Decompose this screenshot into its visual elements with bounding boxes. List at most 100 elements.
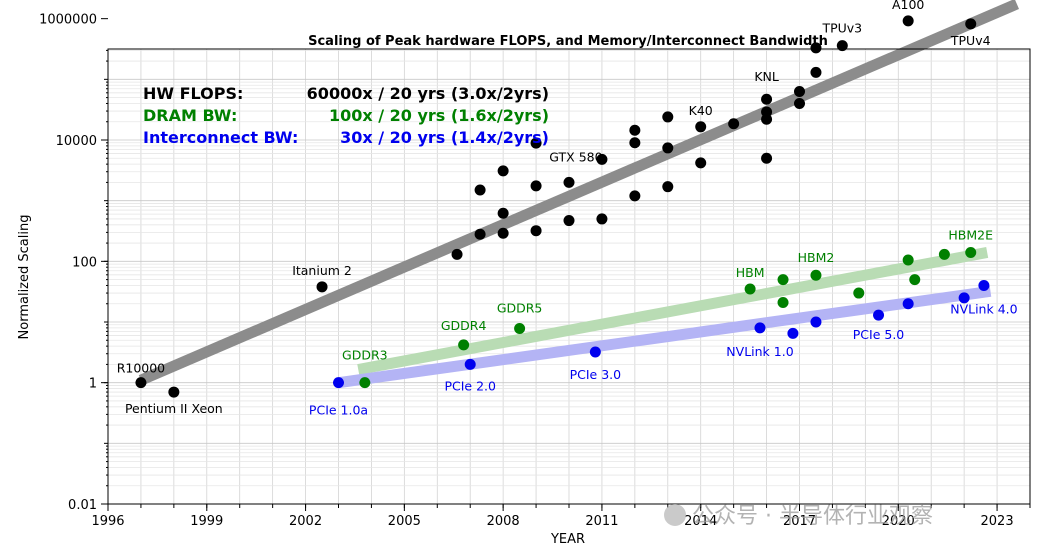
interconnect-trend-line (337, 285, 992, 389)
point-label: R10000 (117, 361, 165, 376)
point-label: Itanium 2 (292, 263, 352, 278)
x-tick-label: 2020 (882, 514, 915, 529)
x-tick-label: 2023 (981, 514, 1014, 529)
dram-point (810, 269, 822, 281)
y-tick-label: 1 (89, 377, 97, 392)
flops-point (965, 18, 977, 30)
dram-point (938, 248, 950, 260)
point-label: PCIe 5.0 (853, 327, 905, 342)
flops-point (168, 386, 180, 398)
flops-point (695, 157, 707, 169)
x-tick-label: 2005 (388, 514, 421, 529)
flops-point (662, 181, 674, 193)
flops-point (629, 190, 641, 202)
flops-point (135, 377, 147, 389)
x-tick-label: 1999 (190, 514, 223, 529)
x-tick-label: 2008 (487, 514, 520, 529)
x-tick-label: 1996 (91, 514, 124, 529)
dram-point (359, 377, 371, 389)
point-label: PCIe 1.0a (309, 403, 368, 418)
dram-point (853, 287, 865, 299)
dram-point (909, 274, 921, 286)
interconnect-point (589, 346, 601, 358)
interconnect-point (958, 292, 970, 304)
flops-point (596, 213, 608, 225)
flops-point (761, 152, 773, 164)
flops-point (563, 215, 575, 227)
flops-point (902, 15, 914, 27)
flops-point (629, 137, 641, 149)
point-label: HBM2 (798, 250, 835, 265)
flops-point (662, 142, 674, 154)
flops-point (530, 137, 542, 149)
flops-point (563, 176, 575, 188)
legend-name: HW FLOPS: (143, 84, 243, 103)
interconnect-point (333, 377, 344, 389)
dram-trend-line (357, 247, 989, 375)
flops-point (474, 228, 486, 240)
point-label: GDDR4 (441, 318, 487, 333)
wechat-icon (664, 504, 686, 526)
point-label: GDDR5 (497, 301, 543, 316)
point-label: HBM2E (948, 227, 993, 242)
point-label: NVLink 4.0 (950, 301, 1017, 316)
interconnect-point (787, 327, 799, 339)
chart-title: Scaling of Peak hardware FLOPS, and Memo… (308, 34, 828, 49)
flops-point (629, 124, 641, 136)
flops-point (794, 97, 805, 109)
point-label: Pentium II Xeon (125, 401, 223, 416)
flops-point (810, 66, 822, 78)
dram-point (777, 274, 789, 286)
legend-name: Interconnect BW: (143, 128, 298, 147)
dram-point (744, 283, 756, 295)
flops-point (695, 121, 707, 133)
dram-point (777, 296, 789, 308)
point-label: K40 (689, 103, 713, 118)
x-tick-label: 2002 (289, 514, 322, 529)
flops-point (474, 184, 486, 196)
flops-point (451, 248, 463, 260)
flops-point (530, 225, 542, 237)
interconnect-point (810, 316, 822, 328)
flops-point (316, 281, 328, 293)
y-axis-label: Normalized Scaling (17, 215, 32, 340)
y-tick-label: 1000000 (39, 13, 97, 28)
point-label: PCIe 3.0 (570, 367, 622, 382)
axis-ticks: 1996 1999 2002 2005 2008 2011 2014 2017 2020 2023… (39, 13, 1031, 529)
y-tick-label: 100 (72, 255, 97, 270)
flops-point (497, 227, 509, 239)
flops-point (530, 180, 542, 192)
x-tick-label: 2014 (684, 514, 717, 529)
point-labels: R10000 Pentium II Xeon Itanium 2 GTX 580 K40… (117, 0, 1018, 418)
flops-point (728, 118, 740, 130)
legend: HW FLOPS: 60000x / 20 yrs (3.0x/2yrs) DRAM… (143, 84, 549, 147)
legend-text: 30x / 20 yrs (1.4x/2yrs) (340, 128, 549, 147)
interconnect-point (464, 358, 476, 370)
legend-text: 60000x / 20 yrs (3.0x/2yrs) (307, 84, 549, 103)
interconnect-point (902, 298, 914, 310)
flops-point (761, 106, 773, 118)
flops-point (497, 165, 509, 177)
point-label: GDDR3 (342, 348, 388, 363)
x-axis-label: YEAR (550, 532, 585, 547)
point-label: HBM (736, 265, 765, 280)
y-tick-label: 0.01 (68, 498, 97, 513)
interconnect-point (873, 309, 885, 321)
watermark-text: 公众号 · 半导体行业观察 (692, 504, 933, 529)
interconnect-point (754, 322, 766, 334)
flops-point (761, 93, 773, 105)
dram-point (965, 246, 977, 258)
point-label: A100 (892, 0, 924, 12)
flops-point (836, 40, 848, 52)
flops-point (794, 86, 805, 98)
dram-point (902, 254, 914, 266)
dram-point (458, 339, 470, 351)
point-label: NVLink 1.0 (726, 344, 793, 359)
point-label: TPUv3 (821, 21, 862, 36)
point-label: TPUv4 (950, 33, 991, 48)
legend-name: DRAM BW: (143, 106, 237, 125)
flops-point (497, 207, 509, 219)
data-points (135, 15, 990, 398)
flops-point (662, 111, 674, 123)
